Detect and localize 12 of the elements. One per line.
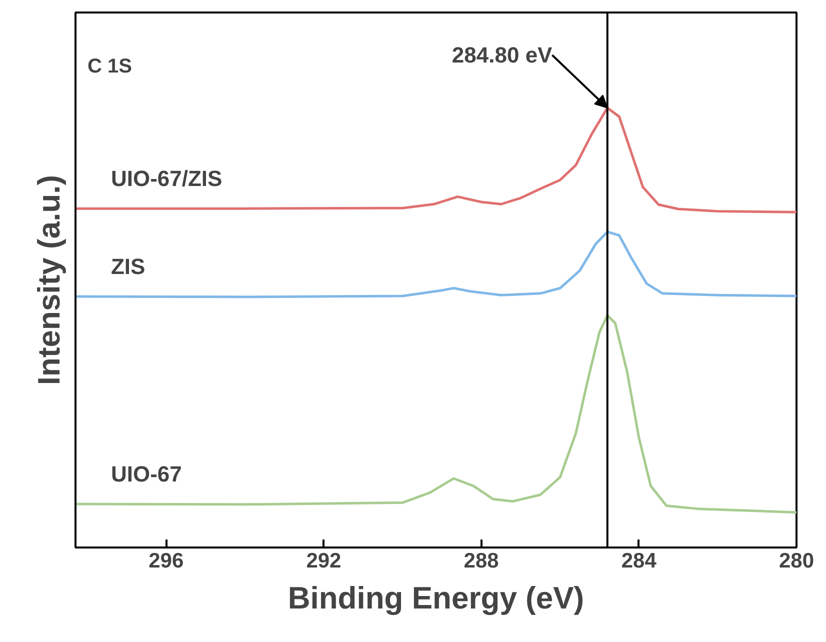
series-label: ZIS <box>110 254 146 279</box>
y-axis-title: Intensity (a.u.) <box>32 174 66 386</box>
annotation: 284.80 eV <box>452 42 553 68</box>
x-tick-label: 280 <box>778 550 814 572</box>
x-tick-label: 284 <box>621 550 657 572</box>
text: C 1S <box>88 56 132 78</box>
x-axis-title: Binding Energy (eV) <box>288 580 584 616</box>
series-label: UIO-67/ZIS <box>110 166 222 191</box>
x-tick-label: 296 <box>148 550 184 572</box>
x-tick-label: 288 <box>464 550 500 572</box>
x-tick-label: 292 <box>306 550 342 572</box>
series-label: UIO-67 <box>110 461 182 486</box>
